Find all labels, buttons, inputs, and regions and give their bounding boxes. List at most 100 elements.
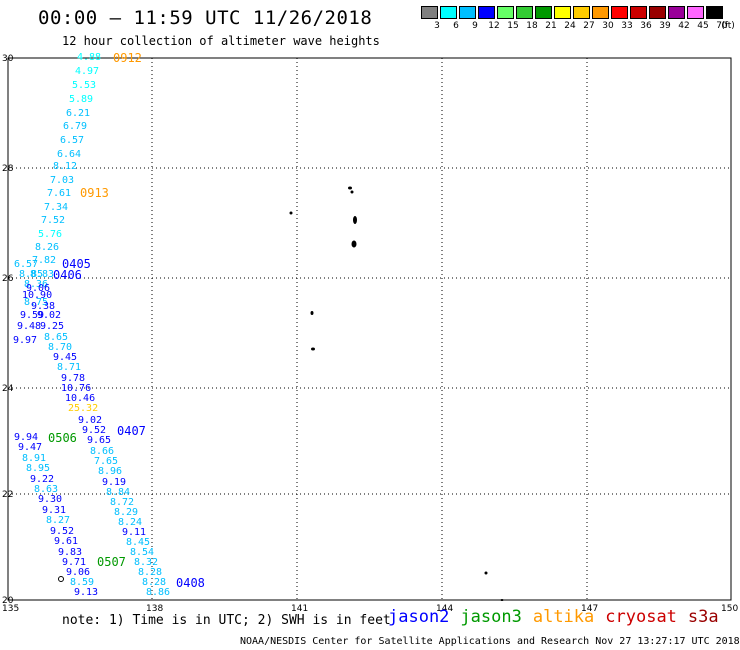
wave-height-value: 9.06 xyxy=(66,567,91,578)
wave-height-value: 10.76 xyxy=(61,383,92,394)
wave-height-value: 9.65 xyxy=(87,435,112,446)
wave-height-value: 8.85 xyxy=(19,269,44,280)
legend-label: 12 xyxy=(488,21,500,31)
wave-height-value: 4.88 xyxy=(77,52,102,63)
legend-label: 42 xyxy=(678,21,690,31)
wave-height-value: 8.36 xyxy=(24,279,49,290)
lon-tick-label: 147 xyxy=(581,604,598,614)
legend-swatch xyxy=(592,6,609,19)
wave-height-value: 8.28 xyxy=(138,567,163,578)
wave-height-value: 8.66 xyxy=(90,446,115,457)
footer-credit: NOAA/NESDIS Center for Satellite Applica… xyxy=(240,636,740,647)
island xyxy=(310,311,314,315)
legend-swatch xyxy=(535,6,552,19)
legend-label: 15 xyxy=(507,21,519,31)
island xyxy=(311,347,315,351)
page-title: 00:00 – 11:59 UTC 11/26/2018 xyxy=(38,7,373,29)
island xyxy=(289,211,293,215)
map-frame xyxy=(7,57,732,601)
wave-height-value: 9.97 xyxy=(13,335,38,346)
legend-swatch xyxy=(573,6,590,19)
legend-label: 45 xyxy=(697,21,709,31)
wave-height-value: 8.12 xyxy=(53,161,78,172)
legend-swatch xyxy=(611,6,628,19)
wave-height-value: 7.61 xyxy=(47,188,72,199)
island xyxy=(500,599,504,601)
wave-height-value: 9.61 xyxy=(54,536,79,547)
wave-height-value: 8.28 xyxy=(142,577,167,588)
legend-swatch xyxy=(440,6,457,19)
wave-height-value: 9.11 xyxy=(122,527,147,538)
wave-height-value: 5.53 xyxy=(72,80,97,91)
legend-label: 33 xyxy=(621,21,633,31)
station-marker xyxy=(58,576,64,582)
legend-swatch xyxy=(668,6,685,19)
wave-height-value: 10.90 xyxy=(22,290,53,301)
wave-height-value: 9.59 xyxy=(20,310,45,321)
satellite-jason2: jason2 xyxy=(388,607,450,627)
lon-tick-label: 135 xyxy=(2,604,19,614)
lat-tick-label: 20 xyxy=(2,596,14,606)
legend-swatch xyxy=(421,6,438,19)
wave-height-value: 9.78 xyxy=(61,373,86,384)
legend-swatch xyxy=(649,6,666,19)
legend-label: 39 xyxy=(659,21,671,31)
wave-height-value: 9.06 xyxy=(26,283,51,294)
wave-height-value: 8.54 xyxy=(130,547,155,558)
wave-height-value: 6.57 xyxy=(14,259,39,270)
legend-label: 27 xyxy=(583,21,595,31)
island xyxy=(348,186,352,190)
wave-height-value: 9.25 xyxy=(40,321,65,332)
wave-height-value: 8.45 xyxy=(126,537,151,548)
wave-height-value: 9.45 xyxy=(53,352,78,363)
wave-height-value: 7.65 xyxy=(94,456,119,467)
wave-height-value: 9.52 xyxy=(50,526,75,537)
island xyxy=(350,190,354,194)
pass-time-label: 0506 xyxy=(48,431,77,445)
wave-height-value: 7.52 xyxy=(41,215,66,226)
wave-height-value: 7.34 xyxy=(44,202,69,213)
lon-tick-label: 141 xyxy=(291,604,308,614)
island xyxy=(351,240,357,248)
wave-height-value: 8.70 xyxy=(48,342,73,353)
lat-tick-label: 22 xyxy=(2,490,13,500)
legend-label: 3 xyxy=(434,21,440,31)
wave-height-value: 8.27 xyxy=(46,515,71,526)
legend-swatch xyxy=(497,6,514,19)
legend-unit: (ft) xyxy=(721,21,735,31)
satellite-altika: altika xyxy=(532,607,595,627)
legend-swatch xyxy=(459,6,476,19)
legend-label: 24 xyxy=(564,21,576,31)
lat-tick-label: 24 xyxy=(2,384,14,394)
wave-height-value: 8.63 xyxy=(34,484,59,495)
legend-label: 30 xyxy=(602,21,614,31)
legend-label: 36 xyxy=(640,21,652,31)
wave-height-value: 9.13 xyxy=(74,587,99,598)
legend-label: 70 xyxy=(716,21,728,31)
wave-height-value: 9.83 xyxy=(58,547,83,558)
pass-time-label: 0405 xyxy=(62,257,91,271)
island xyxy=(484,571,488,575)
wave-height-value: 9.19 xyxy=(102,477,127,488)
wave-height-value: 8.83 xyxy=(30,269,55,280)
legend-swatch xyxy=(516,6,533,19)
wave-height-value: 9.38 xyxy=(31,301,56,312)
pass-time-label: 0912 xyxy=(113,51,142,65)
wave-height-value: 9.71 xyxy=(62,557,87,568)
wave-height-value: 4.97 xyxy=(75,66,100,77)
wave-height-value: 8.75 xyxy=(24,297,49,308)
wave-height-value: 9.47 xyxy=(18,442,43,453)
lon-tick-label: 138 xyxy=(146,604,163,614)
wave-height-value: 8.24 xyxy=(118,517,143,528)
lat-tick-label: 26 xyxy=(2,274,14,284)
satellite-s3a: s3a xyxy=(687,607,719,627)
wave-height-value: 9.52 xyxy=(82,425,107,436)
wave-height-value: 6.57 xyxy=(60,135,85,146)
satellite-cryosat: cryosat xyxy=(605,607,677,627)
wave-height-value: 9.94 xyxy=(14,432,39,443)
wave-height-value: 8.59 xyxy=(70,577,95,588)
wave-height-value: 6.79 xyxy=(63,121,88,132)
wave-height-value: 8.95 xyxy=(26,463,51,474)
wave-height-value: 5.89 xyxy=(69,94,94,105)
wave-height-value: 25.32 xyxy=(68,403,99,414)
